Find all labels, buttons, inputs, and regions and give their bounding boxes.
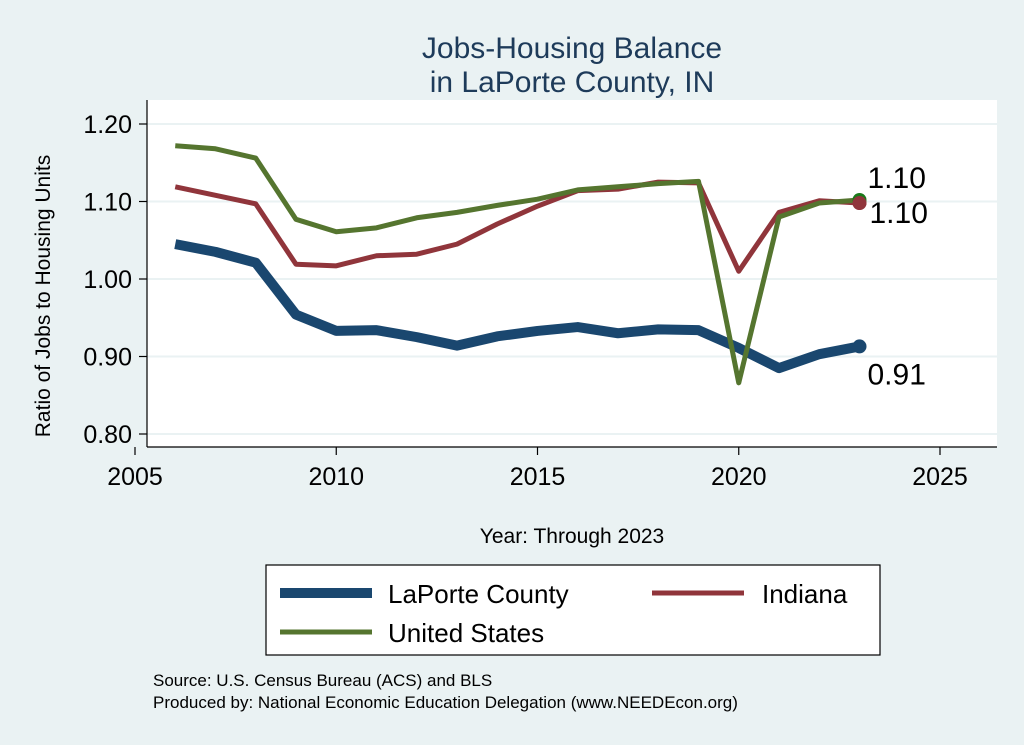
series-line-indiana xyxy=(174,179,860,274)
y-axis-label: Ratio of Jobs to Housing Units xyxy=(32,155,55,437)
y-tick-label: 1.10 xyxy=(83,189,132,217)
series-line-us xyxy=(175,143,860,386)
end-marker-laporte xyxy=(852,339,867,354)
legend-label-laporte: LaPorte County xyxy=(388,579,569,609)
legend-label-us: United States xyxy=(388,618,544,648)
y-tick-label: 0.80 xyxy=(83,421,132,449)
x-tick-label: 2025 xyxy=(912,463,968,491)
end-label-us: 1.10 xyxy=(868,162,926,195)
legend-box xyxy=(265,564,881,656)
end-label-indiana: 1.10 xyxy=(870,197,928,230)
plot-area xyxy=(147,100,997,447)
producer-note: Produced by: National Economic Education… xyxy=(153,693,738,712)
x-tick-label: 2010 xyxy=(308,463,364,491)
end-marker-indiana-top xyxy=(852,196,867,211)
legend-label-indiana: Indiana xyxy=(762,579,848,609)
chart-title-line2: in LaPorte County, IN xyxy=(430,66,715,99)
y-tick-label: 1.00 xyxy=(83,266,132,294)
source-note: Source: U.S. Census Bureau (ACS) and BLS xyxy=(153,671,492,690)
x-tick-label: 2005 xyxy=(107,463,163,491)
end-label-laporte: 0.91 xyxy=(868,358,926,391)
legend: LaPorte County Indiana United States xyxy=(265,564,881,656)
x-axis-label: Year: Through 2023 xyxy=(480,525,665,548)
y-tick-label: 0.90 xyxy=(83,344,132,372)
x-tick-label: 2020 xyxy=(711,463,767,491)
y-tick-label: 1.20 xyxy=(83,111,132,139)
chart-title-line1: Jobs-Housing Balance xyxy=(422,32,722,65)
x-tick-label: 2015 xyxy=(510,463,566,491)
